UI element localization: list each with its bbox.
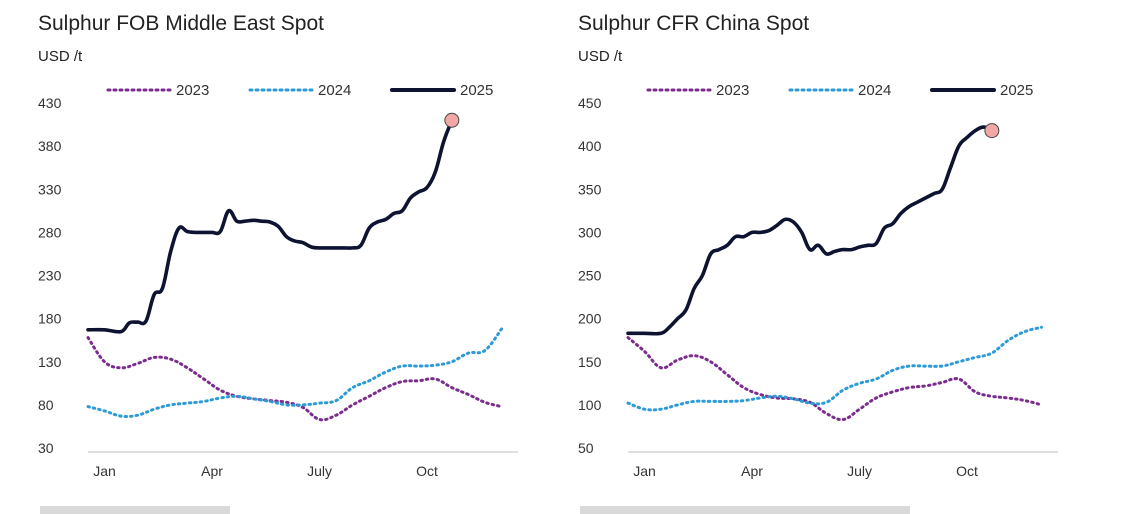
y-tick-label: 300: [578, 224, 602, 240]
y-tick-label: 230: [38, 268, 62, 284]
line-chart-plot: 30 80 130 180 230 280 330 380 430 Jan Apr July Oct 20…: [38, 82, 518, 479]
chart-title: Sulphur CFR China Spot: [578, 12, 810, 35]
y-axis-unit-label: USD /t: [38, 48, 83, 65]
line-chart-plot: 50 100 150 200 250 300 350 400 450 Jan Apr July Oct 2…: [578, 82, 1058, 479]
legend-label-2023: 2023: [176, 82, 209, 99]
footer-note-fragment: [40, 506, 230, 514]
x-tick-label: Apr: [741, 463, 763, 479]
latest-value-marker: [984, 123, 1000, 139]
x-tick-label: Jan: [93, 463, 116, 479]
y-tick-label: 130: [38, 354, 62, 370]
x-tick-label: Apr: [201, 463, 223, 479]
x-tick-label: Oct: [416, 463, 438, 479]
y-tick-label: 430: [38, 95, 62, 111]
y-tick-label: 250: [578, 268, 602, 284]
series-line-2024: [626, 325, 1043, 412]
series-line-2025: [626, 125, 994, 336]
series-line-2023: [86, 336, 503, 422]
series-line-2023: [626, 336, 1043, 422]
x-tick-label: Oct: [956, 463, 978, 479]
series-line-2025: [86, 118, 454, 334]
y-tick-label: 350: [578, 181, 602, 197]
series-line-2024: [86, 327, 503, 419]
y-tick-label: 200: [578, 311, 602, 327]
y-tick-label: 180: [38, 311, 62, 327]
legend-label-2024: 2024: [318, 82, 351, 99]
y-tick-label: 330: [38, 181, 62, 197]
legend-label-2025: 2025: [460, 82, 493, 99]
y-tick-label: 450: [578, 95, 602, 111]
y-tick-label: 280: [38, 224, 62, 240]
y-axis-unit-label: USD /t: [578, 48, 623, 65]
chart-panel-fob-middle-east: Sulphur FOB Middle East Spot USD /t 30 80…: [0, 0, 540, 514]
x-tick-label: Jan: [633, 463, 656, 479]
footer-note-fragment: [580, 506, 910, 514]
legend-label-2023: 2023: [716, 82, 749, 99]
y-tick-label: 30: [38, 440, 54, 456]
x-tick-label: July: [847, 463, 872, 479]
chart-panel-cfr-china: Sulphur CFR China Spot USD /t 50 100 150 20…: [540, 0, 1080, 514]
y-tick-label: 150: [578, 354, 602, 370]
legend-label-2025: 2025: [1000, 82, 1033, 99]
x-tick-label: July: [307, 463, 332, 479]
chart-title: Sulphur FOB Middle East Spot: [38, 12, 324, 35]
y-tick-label: 400: [578, 138, 602, 154]
legend-label-2024: 2024: [858, 82, 891, 99]
y-tick-label: 380: [38, 138, 62, 154]
y-tick-label: 80: [38, 397, 54, 413]
y-tick-label: 100: [578, 397, 602, 413]
y-tick-label: 50: [578, 440, 594, 456]
latest-value-marker: [444, 112, 460, 128]
